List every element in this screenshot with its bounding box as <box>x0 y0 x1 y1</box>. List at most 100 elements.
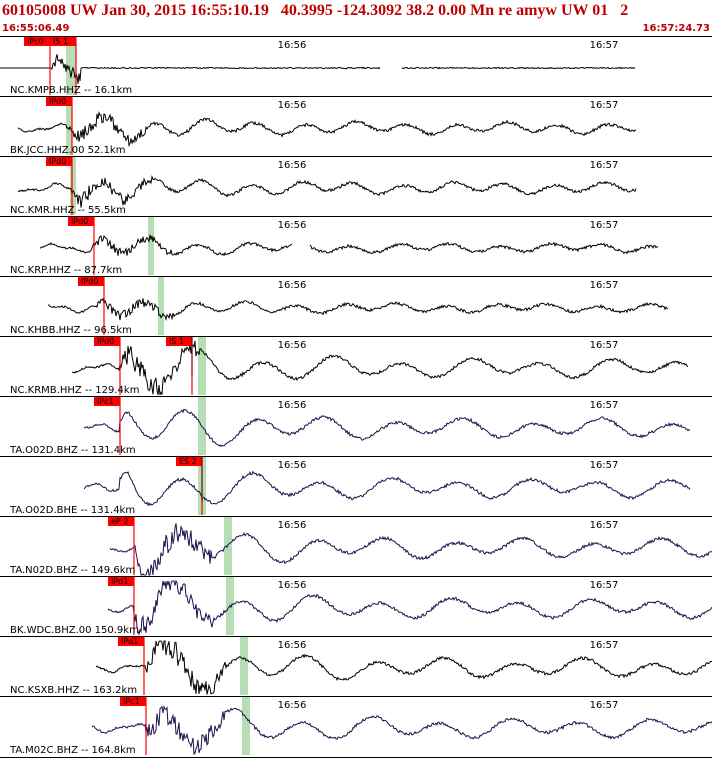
waveform-trace <box>109 523 712 576</box>
p-pick-marker[interactable]: eP 2 <box>108 517 135 575</box>
station-label: BK.WDC.BHZ.00 150.9km <box>10 625 139 636</box>
pick-flag <box>46 157 72 166</box>
pick-flag <box>68 217 94 226</box>
time-tick-label: 16:56 <box>278 580 307 591</box>
time-tick-label: 16:56 <box>278 520 307 531</box>
arrival-window-band <box>158 277 164 335</box>
time-tick-label: 16:57 <box>590 640 619 651</box>
arrival-window-band <box>240 637 248 695</box>
pick-flag <box>78 277 104 286</box>
trace-row: 16:56 16:57 IPd0 BK.JCC.HHZ.00 52.1km <box>0 96 712 156</box>
pick-flag <box>118 637 144 646</box>
p-pick-marker[interactable]: IPd0 <box>78 277 105 335</box>
p-pick-marker[interactable]: IPc1 <box>120 697 147 755</box>
pick-flag <box>24 37 50 46</box>
trace-row: 16:56 16:57 IPc1 TA.O02D.BHZ -- 131.4km <box>0 396 712 456</box>
pick-label: IPd0 <box>81 277 98 286</box>
pick-label: IPd1 <box>111 577 128 586</box>
time-tick-label: 16:57 <box>590 280 619 291</box>
time-tick-label: 16:56 <box>278 400 307 411</box>
p-pick-marker[interactable]: IPd0 <box>46 97 73 155</box>
waveform-trace <box>0 54 636 84</box>
time-tick-label: 16:57 <box>590 700 619 711</box>
pick-flag <box>108 517 134 526</box>
header: 60105008 UW Jan 30, 2015 16:55:10.19 40.… <box>0 0 712 36</box>
waveform-trace <box>107 579 712 635</box>
trace-row: 16:56 16:57 IPd0 NC.KHBB.HHZ -- 96.5km <box>0 276 712 336</box>
time-tick-label: 16:56 <box>278 220 307 231</box>
station-label: TA.O02D.BHZ -- 131.4km <box>9 445 136 456</box>
station-label: TA.N02D.BHZ -- 149.6km <box>9 565 135 576</box>
p-pick-marker[interactable]: IPd0 <box>46 157 73 215</box>
pick-flag <box>50 37 76 46</box>
pick-label: IPc0 <box>27 37 44 46</box>
p-pick-marker[interactable]: IPc1 <box>94 397 121 455</box>
waveform-trace <box>17 111 637 148</box>
pick-flag <box>108 577 134 586</box>
s-pick-marker[interactable]: ES 2 <box>176 457 203 515</box>
pick-label: IPd0 <box>71 217 88 226</box>
pick-flag <box>46 97 72 106</box>
waveform-trace <box>39 234 659 257</box>
event-title: 60105008 UW Jan 30, 2015 16:55:10.19 40.… <box>2 2 629 19</box>
trace-row: 16:56 16:57 IPd0 IS 1 NC.KRMB.HHZ -- 129.4km <box>0 336 712 396</box>
time-tick-label: 16:56 <box>278 340 307 351</box>
time-tick-label: 16:56 <box>278 640 307 651</box>
time-tick-label: 16:56 <box>278 100 307 111</box>
station-label: BK.JCC.HHZ.00 52.1km <box>10 145 125 156</box>
time-tick-label: 16:57 <box>590 520 619 531</box>
waveform-trace <box>83 408 691 448</box>
pick-label: eP 2 <box>111 517 128 526</box>
time-tick-label: 16:57 <box>590 220 619 231</box>
s-pick-marker[interactable]: IS 1 <box>166 337 193 395</box>
station-label: NC.KRMB.HHZ -- 129.4km <box>10 385 139 396</box>
arrival-window-band <box>242 697 250 755</box>
time-tick-label: 16:57 <box>590 340 619 351</box>
trace-row: 16:56 16:57 ES 2 TA.O02D.BHE -- 131.4km <box>0 456 712 516</box>
trace-row: 16:56 16:57 IPd1 NC.KSXB.HHZ -- 163.2km <box>0 636 712 696</box>
time-tick-label: 16:57 <box>590 40 619 51</box>
window-start-time: 16:55:06.49 <box>2 23 70 34</box>
pick-label: IS 1 <box>53 37 68 46</box>
pick-flag <box>166 337 192 346</box>
waveform-trace <box>91 705 712 756</box>
station-label: TA.M02C.BHZ -- 164.8km <box>9 745 136 756</box>
p-pick-marker[interactable]: IPd1 <box>108 577 135 635</box>
p-pick-marker[interactable]: IPc0 <box>24 37 51 95</box>
waveform-trace <box>48 297 669 322</box>
waveform-trace <box>83 470 691 507</box>
station-label: TA.O02D.BHE -- 131.4km <box>9 505 135 516</box>
trace-row: 16:56 16:57 IPd0 NC.KMR.HHZ -- 55.5km <box>0 156 712 216</box>
p-pick-marker[interactable]: IPd0 <box>94 337 121 395</box>
time-tick-label: 16:57 <box>590 460 619 471</box>
arrival-window-band <box>70 157 76 215</box>
pick-label: IPd0 <box>49 157 66 166</box>
time-tick-label: 16:56 <box>278 280 307 291</box>
time-tick-label: 16:57 <box>590 400 619 411</box>
pick-label: IS 1 <box>169 337 184 346</box>
time-tick-label: 16:56 <box>278 700 307 711</box>
pick-flag <box>94 337 120 346</box>
pick-flag <box>176 457 202 466</box>
station-label: NC.KRP.HHZ -- 87.7km <box>10 265 122 276</box>
pick-label: IPd0 <box>49 97 66 106</box>
trace-row: 16:56 16:57 eP 2 TA.N02D.BHZ -- 149.6km <box>0 516 712 576</box>
arrival-window-band <box>198 337 206 395</box>
time-tick-label: 16:57 <box>590 160 619 171</box>
pick-label: IPd1 <box>121 637 138 646</box>
trace-row: 16:56 16:57 IPc1 TA.M02C.BHZ -- 164.8km <box>0 696 712 756</box>
p-pick-marker[interactable]: IPd1 <box>118 637 145 695</box>
trace-row: 16:56 16:57 IPd0 NC.KRP.HHZ -- 87.7km <box>0 216 712 276</box>
pick-label: ES 2 <box>179 457 197 466</box>
pick-label: IPc1 <box>97 397 114 406</box>
time-tick-label: 16:56 <box>278 460 307 471</box>
s-pick-marker[interactable]: IS 1 <box>50 37 77 95</box>
waveform-trace <box>71 340 689 396</box>
pick-label: IPd0 <box>97 337 114 346</box>
window-end-time: 16:57:24.73 <box>642 23 710 34</box>
station-label: NC.KMR.HHZ -- 55.5km <box>10 205 126 216</box>
p-pick-marker[interactable]: IPd0 <box>68 217 95 275</box>
pick-flag <box>94 397 120 406</box>
arrival-window-band <box>66 37 76 95</box>
pick-flag <box>120 697 146 706</box>
